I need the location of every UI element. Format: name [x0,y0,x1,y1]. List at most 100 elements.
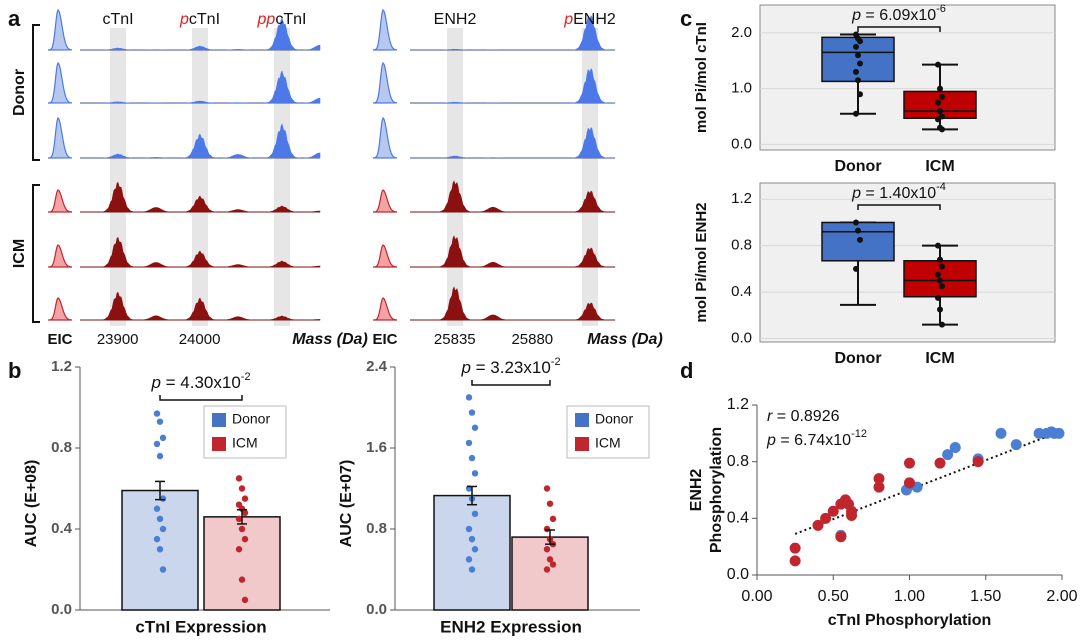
annotation-symbol: r [767,408,773,425]
data-point [156,418,164,425]
legend-swatch [212,437,226,451]
data-point [159,566,167,573]
peak-label-prefix: p [563,11,573,28]
y-tick-label: 1.6 [366,439,387,456]
data-point [857,38,863,45]
data-point [543,546,551,553]
significance-bracket [857,204,941,210]
x-tick-label: 1.50 [970,588,1001,605]
legend-swatch [575,413,589,427]
data-point [241,596,249,604]
data-point [241,535,249,543]
spectrum [410,235,616,268]
y-axis-label: ENH2 [688,469,705,512]
y-tick-label: 0.4 [727,510,749,527]
data-point [153,410,161,417]
data-point [939,94,945,101]
x-tick-label: 25880 [511,331,553,348]
data-point [543,525,551,533]
x-tick-label: 1.00 [894,588,925,605]
y-tick-label: 2.4 [366,358,388,375]
highlight-band [192,28,208,326]
eic-trace [373,297,398,321]
y-axis-label: Phosphorylation [708,427,725,553]
x-tick-label: ICM [925,158,954,175]
x-tick-label: Donor [834,158,881,175]
x-tick-label: 0.00 [741,588,772,605]
peak-label: ENH2 [434,11,477,28]
significance-bracket [159,395,243,401]
y-tick-label: 0.8 [727,453,749,470]
significance-bracket [857,26,941,32]
bar [511,536,589,611]
data-point [853,43,859,50]
data-point [549,561,557,568]
group-bracket [32,24,40,161]
annotation-symbol: p [851,7,861,24]
annotation: p = 1.40x10-4 [851,181,946,202]
data-point [238,525,246,533]
y-tick-label: 1.2 [731,190,752,207]
peak-label: cTnI [102,11,133,28]
data-point [465,556,473,563]
data-point [468,454,476,462]
data-point [465,394,473,401]
peak-label-name: ENH2 [434,11,477,28]
eic-label: EIC [372,331,397,348]
eic-trace [372,116,398,159]
y-tick-label: 1.2 [51,358,72,375]
y-axis-label: mol Pi/mol cTnI [693,22,710,133]
data-point [949,442,961,453]
annotation-exponent: -2 [241,371,251,383]
eic-trace [48,189,73,213]
data-point [934,457,946,469]
data-point [543,485,551,492]
data-point [1033,427,1045,439]
eic-trace [373,189,398,213]
data-point [855,227,861,234]
data-point [942,449,954,461]
data-point [935,242,941,249]
data-point [471,424,479,431]
data-point [546,500,554,507]
x-tick-label: 23900 [97,331,139,348]
data-point [937,107,943,114]
y-tick-label: 0.4 [731,283,752,300]
annotation-text: = 1.40x10 [861,185,936,202]
y-axis-label: AUC (E+08) [23,460,40,548]
x-tick-label: 2.00 [1046,588,1077,605]
data-point [159,495,167,502]
eic-trace [48,244,73,268]
peak-label-name: cTnI [102,11,133,28]
peak-label: ppcTnI [257,11,307,28]
x-axis-label: ENH2 Expression [440,617,582,636]
data-point [156,452,164,460]
peak-label: pENH2 [563,11,616,28]
annotation-symbol: p [460,358,470,377]
data-point [937,85,943,92]
eic-trace [47,61,73,104]
data-point [857,236,863,243]
legend-label: Donor [232,411,270,427]
data-point [471,546,479,553]
x-tick-label: 25835 [434,331,476,348]
data-point [935,116,941,123]
eic-trace [373,244,398,268]
peak-label-name: cTnI [275,11,306,28]
peak-label-name: cTnI [189,11,220,28]
data-point [235,515,243,523]
annotation-exponent: -12 [851,428,867,440]
spectrum [80,70,321,104]
data-point [235,546,243,553]
spectrum [410,180,616,213]
group-label: Donor [11,69,28,116]
annotation-text: = 3.23x10 [471,358,551,377]
data-point [846,510,858,521]
data-point [812,519,824,531]
significance-bracket [471,380,551,386]
y-tick-label: 1.2 [727,396,749,413]
data-point [857,60,863,67]
data-point [937,277,943,284]
y-tick-label: 0.0 [51,601,72,618]
data-point [468,566,476,573]
